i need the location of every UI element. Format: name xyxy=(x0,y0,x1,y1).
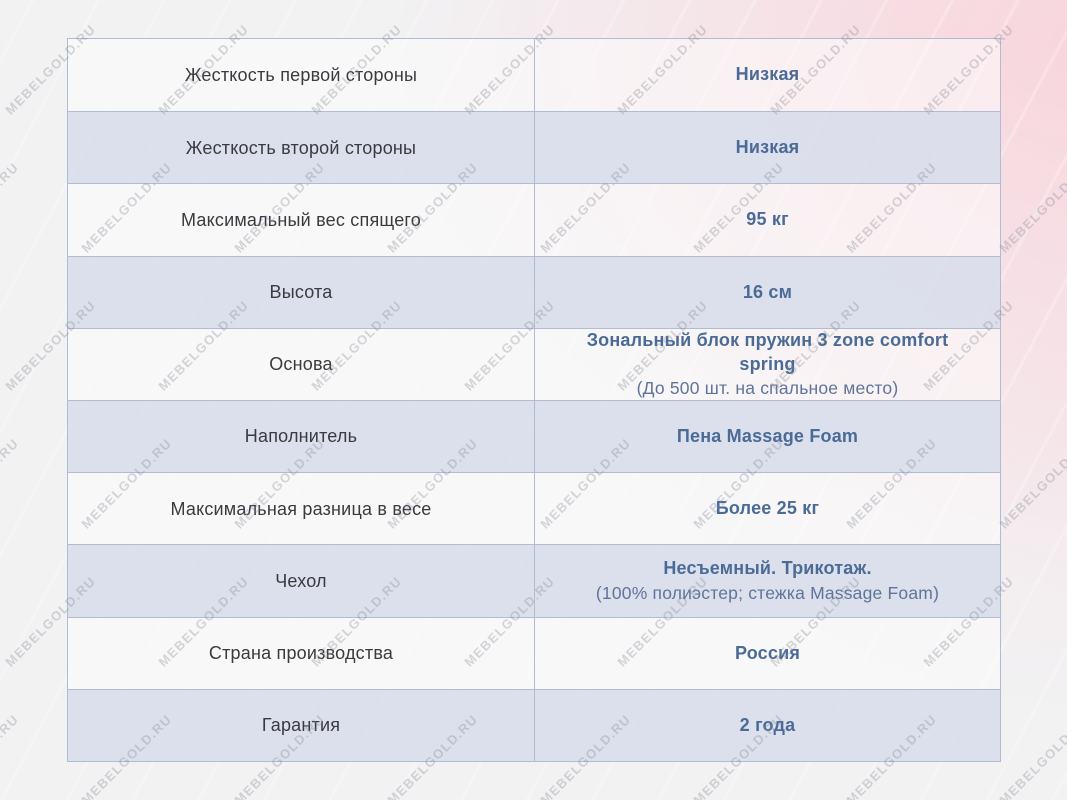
spec-label-cell: Максимальный вес спящего xyxy=(68,184,534,255)
spec-label: Гарантия xyxy=(261,715,341,736)
spec-value: 95 кг xyxy=(746,209,789,230)
spec-value: Низкая xyxy=(735,64,800,85)
spec-label: Максимальная разница в весе xyxy=(170,498,432,519)
spec-label-cell: Чехол xyxy=(68,545,534,616)
spec-value-cell: Россия xyxy=(534,617,1000,689)
spec-label-cell: Жесткость первой стороны xyxy=(68,39,534,111)
table-row: Гарантия 2 года xyxy=(68,688,1000,761)
spec-label: Жесткость первой стороны xyxy=(184,64,418,85)
table-row: Максимальная разница в весе Более 25 кг xyxy=(68,472,1000,545)
spec-value-note: (100% полиэстер; стежка Massage Foam) xyxy=(595,582,940,603)
spec-value: Несъемный. Трикотаж. xyxy=(663,558,872,579)
spec-label: Наполнитель xyxy=(244,426,358,447)
spec-value-cell: Низкая xyxy=(534,39,1000,112)
spec-label-cell: Наполнитель xyxy=(68,401,534,472)
spec-value-cell: Зональный блок пружин 3 zone comfort spr… xyxy=(534,328,1000,400)
table-row: Жесткость второй стороны Низкая xyxy=(68,111,1000,184)
table-row: Основа Зональный блок пружин 3 zone comf… xyxy=(68,327,1000,400)
spec-label-cell: Страна производства xyxy=(68,618,534,689)
spec-label-cell: Основа xyxy=(68,329,534,400)
spec-value-cell: 95 кг xyxy=(534,184,1000,256)
spec-label: Высота xyxy=(269,281,333,302)
spec-label: Жесткость второй стороны xyxy=(185,137,417,158)
spec-value-cell: Более 25 кг xyxy=(534,473,1000,545)
spec-label-cell: Максимальная разница в весе xyxy=(68,473,534,544)
spec-value-note: (До 500 шт. на спальное место) xyxy=(636,377,899,398)
spec-label-cell: Жесткость второй стороны xyxy=(68,112,534,183)
spec-value: Низкая xyxy=(735,137,800,158)
spec-value: Зональный блок пружин 3 zone comfort spr… xyxy=(586,330,949,374)
spec-value-cell: 2 года xyxy=(534,689,1000,761)
spec-value-cell: 16 см xyxy=(534,256,1000,328)
spec-value-cell: Пена Massage Foam xyxy=(534,400,1000,473)
spec-value: Более 25 кг xyxy=(715,498,820,519)
spec-label-cell: Гарантия xyxy=(68,690,534,761)
spec-value: Россия xyxy=(734,642,801,663)
spec-value-cell: Низкая xyxy=(534,112,1000,184)
spec-label: Чехол xyxy=(275,570,327,591)
spec-value: 16 см xyxy=(742,281,793,302)
specifications-table: Жесткость первой стороны Низкая Жесткост… xyxy=(67,38,1001,762)
table-row: Максимальный вес спящего 95 кг xyxy=(68,183,1000,256)
table-row: Жесткость первой стороны Низкая xyxy=(68,39,1000,112)
spec-label: Основа xyxy=(269,354,333,375)
spec-value: 2 года xyxy=(739,714,796,735)
table-row: Чехол Несъемный. Трикотаж. (100% полиэст… xyxy=(68,544,1000,617)
spec-label: Страна производства xyxy=(208,642,394,663)
table-row: Наполнитель Пена Massage Foam xyxy=(68,399,1000,473)
table-row: Высота 16 см xyxy=(68,255,1000,328)
spec-label: Максимальный вес спящего xyxy=(180,209,421,230)
table-row: Страна производства Россия xyxy=(68,616,1000,689)
spec-value-cell: Несъемный. Трикотаж. (100% полиэстер; ст… xyxy=(534,545,1000,617)
spec-label-cell: Высота xyxy=(68,257,534,328)
spec-value: Пена Massage Foam xyxy=(676,425,859,446)
